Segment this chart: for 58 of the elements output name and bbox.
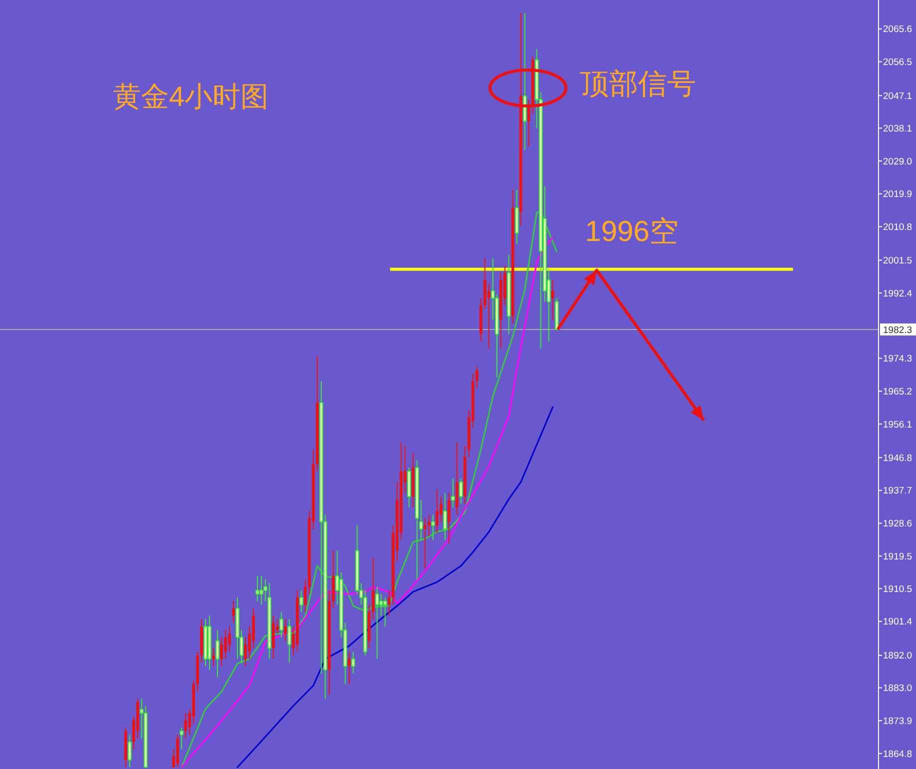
- candlestick: [299, 590, 304, 613]
- candlestick: [448, 492, 450, 544]
- candlestick: [279, 612, 284, 638]
- candlestick: [224, 630, 227, 660]
- y-tick-label: 1892.0: [883, 650, 912, 662]
- y-tick-label: 1864.8: [883, 748, 912, 760]
- y-tick-label: 1883.0: [883, 683, 912, 694]
- candlestick: [220, 636, 223, 667]
- candlestick: [487, 283, 490, 350]
- y-tick-label: 1873.9: [883, 716, 912, 727]
- candlestick: [228, 626, 231, 652]
- candlestick: [383, 597, 388, 627]
- y-tick-label: 1937.7: [883, 486, 912, 497]
- y-tick-label: 1992.4: [883, 288, 912, 300]
- candlestick: [440, 496, 442, 522]
- candlestick: [443, 492, 447, 540]
- candlestick: [451, 478, 455, 508]
- annotation: 顶部信号: [580, 68, 696, 101]
- y-tick-label: 1974.3: [883, 354, 912, 365]
- candlestick: [428, 514, 430, 537]
- candlestick: [287, 618, 292, 664]
- text: 黄金4小时图: [113, 81, 269, 112]
- ref-line-label: 1982.3: [883, 324, 912, 336]
- y-tick-label: 1901.4: [883, 616, 912, 628]
- y-tick-label: 2047.1: [883, 90, 912, 102]
- y-tick-label: 1928.6: [883, 518, 912, 530]
- y-tick-label: 1919.5: [883, 551, 912, 562]
- candlestick: [260, 575, 264, 606]
- ref-line-label: 1996空: [585, 216, 679, 248]
- line-series: [236, 406, 554, 768]
- candlestick: [351, 651, 356, 674]
- candlestick: [216, 630, 220, 678]
- candlestick: [424, 518, 426, 570]
- candlestick: [379, 593, 384, 616]
- candlestick: [244, 636, 247, 667]
- y-tick-label: 1946.8: [883, 452, 912, 464]
- candlestick: [184, 712, 187, 739]
- y-tick-label: 2029.0: [883, 156, 912, 168]
- y-tick-label: 2038.1: [883, 123, 912, 134]
- candlestick: [375, 586, 380, 660]
- candlestick: [256, 575, 260, 602]
- candlestick: [388, 590, 391, 616]
- y-tick-label: 1965.2: [883, 386, 912, 398]
- y-tick-label: 2065.6: [883, 24, 912, 36]
- candlestick: [128, 734, 132, 768]
- candlestick: [212, 648, 215, 667]
- y-tick-label: 2001.5: [883, 256, 912, 267]
- y-tick-label: 2010.8: [883, 222, 912, 233]
- candlestick: [436, 488, 438, 534]
- candlestick: [232, 600, 235, 624]
- y-tick-label: 2056.5: [883, 57, 912, 68]
- candlestick: [476, 366, 478, 389]
- y-tick-label: 1956.1: [883, 419, 912, 430]
- y-tick-label: 2019.9: [883, 189, 912, 200]
- y-tick-label: 1910.5: [883, 584, 912, 595]
- candlestick: [180, 727, 184, 750]
- candlestick: [431, 514, 435, 540]
- candlestick: [459, 478, 463, 504]
